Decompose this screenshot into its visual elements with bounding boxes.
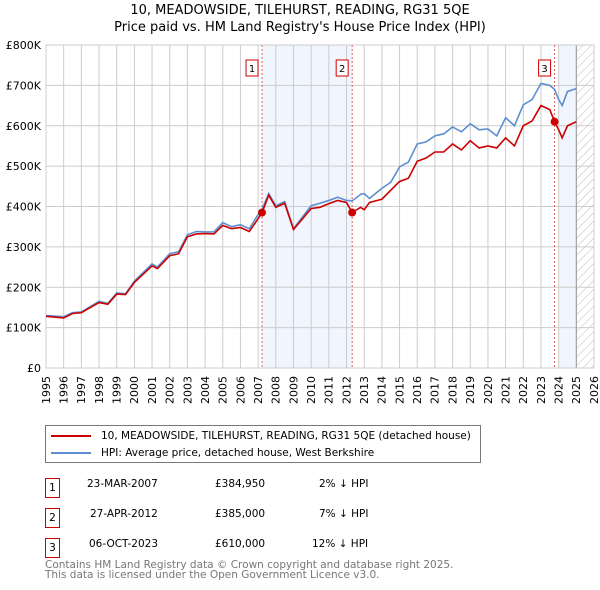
x-tick-label: 2006 [234, 376, 247, 404]
y-tick-label: £200K [6, 281, 42, 294]
sale-date: 23-MAR-2007 [87, 478, 158, 490]
y-tick-label: £700K [6, 79, 42, 92]
legend-label-hpi: HPI: Average price, detached house, West… [101, 447, 375, 459]
sale-label: 1 [249, 64, 255, 75]
legend-swatch-property [51, 435, 91, 437]
legend-swatch-hpi [51, 452, 91, 454]
x-tick-label: 2000 [128, 376, 141, 404]
x-tick-label: 2016 [411, 376, 424, 404]
x-tick-label: 2010 [305, 376, 318, 404]
x-tick-label: 2004 [199, 376, 212, 404]
x-tick-label: 1999 [111, 376, 124, 404]
x-tick-label: 2023 [535, 376, 548, 404]
x-tick-label: 1995 [40, 376, 53, 404]
x-tick-label: 2013 [358, 376, 371, 404]
x-tick-label: 2007 [252, 376, 265, 404]
x-tick-label: 2021 [499, 376, 512, 404]
sale-date: 27-APR-2012 [90, 508, 158, 520]
x-tick-label: 2017 [429, 376, 442, 404]
x-tick-label: 2012 [340, 376, 353, 404]
sale-label: 3 [541, 64, 547, 75]
x-tick-label: 1998 [93, 376, 106, 404]
x-tick-label: 2001 [146, 376, 159, 404]
sale-date: 06-OCT-2023 [89, 538, 158, 550]
sale-point [550, 117, 559, 126]
y-tick-label: £0 [27, 362, 41, 375]
sale-point [348, 208, 357, 217]
hpi-line [45, 82, 577, 318]
sale-price: £384,950 [215, 478, 266, 490]
x-tick-label: 2018 [446, 376, 459, 404]
chart-subtitle: Price paid vs. HM Land Registry's House … [114, 20, 486, 35]
x-tick-label: 2002 [164, 376, 177, 404]
sale-badge: 2 [45, 508, 60, 528]
x-tick-label: 2025 [570, 376, 583, 404]
sale-price: £385,000 [215, 508, 266, 520]
sale-label-box [245, 59, 259, 77]
x-tick-label: 2024 [552, 376, 565, 404]
price-chart: 1995 1996 1997 1998 1999 2000 2001 2002 2003 2004… [6, 39, 600, 404]
footer-line-2: This data is licensed under the Open Gov… [45, 569, 380, 581]
sale-row: 2 27-APR-2012 £385,000 7% ↓ HPI [45, 505, 485, 528]
chart-title: 10, MEADOWSIDE, TILEHURST, READING, RG31… [130, 3, 470, 18]
x-tick-label: 2008 [270, 376, 283, 404]
sale-price: £610,000 [215, 538, 266, 550]
x-tick-label: 1997 [75, 376, 88, 404]
x-tick-label: 2022 [517, 376, 530, 404]
y-tick-label: £500K [6, 160, 42, 173]
plot-border [45, 44, 595, 369]
x-tick-label: 2019 [464, 376, 477, 404]
x-tick-label: 2020 [482, 376, 495, 404]
property-price-line [45, 104, 577, 319]
y-tick-label: £100K [6, 322, 42, 335]
y-tick-label: £600K [6, 120, 42, 133]
sale-hpi-diff: 7% ↓ HPI [319, 508, 369, 520]
sale-row: 1 23-MAR-2007 £384,950 2% ↓ HPI [45, 475, 485, 498]
x-tick-label: 2005 [217, 376, 230, 404]
y-tick-label: £800K [6, 39, 42, 52]
sale-badge: 3 [45, 538, 60, 558]
sale-row: 3 06-OCT-2023 £610,000 12% ↓ HPI [45, 535, 485, 558]
y-tick-label: £300K [6, 241, 42, 254]
footer-line-1: Contains HM Land Registry data © Crown c… [45, 559, 454, 571]
sale-label: 2 [339, 64, 345, 75]
x-tick-label: 2014 [376, 376, 389, 404]
x-tick-label: 2011 [323, 376, 336, 404]
sale-hpi-diff: 12% ↓ HPI [312, 538, 369, 550]
sale-badge: 1 [45, 478, 60, 498]
sale-point [258, 208, 267, 217]
x-tick-label: 2015 [393, 376, 406, 404]
sale-label-box [538, 59, 552, 77]
sale-hpi-diff: 2% ↓ HPI [319, 478, 369, 490]
x-tick-label: 2009 [287, 376, 300, 404]
x-tick-label: 1996 [58, 376, 71, 404]
footer: Contains HM Land Registry data © Crown c… [45, 559, 454, 581]
y-tick-label: £400K [6, 201, 42, 214]
x-tick-label: 2026 [588, 376, 600, 404]
legend-label-property: 10, MEADOWSIDE, TILEHURST, READING, RG31… [101, 430, 471, 442]
sale-label-box [335, 59, 349, 77]
legend: 10, MEADOWSIDE, TILEHURST, READING, RG31… [45, 425, 481, 463]
x-tick-label: 2003 [181, 376, 194, 404]
